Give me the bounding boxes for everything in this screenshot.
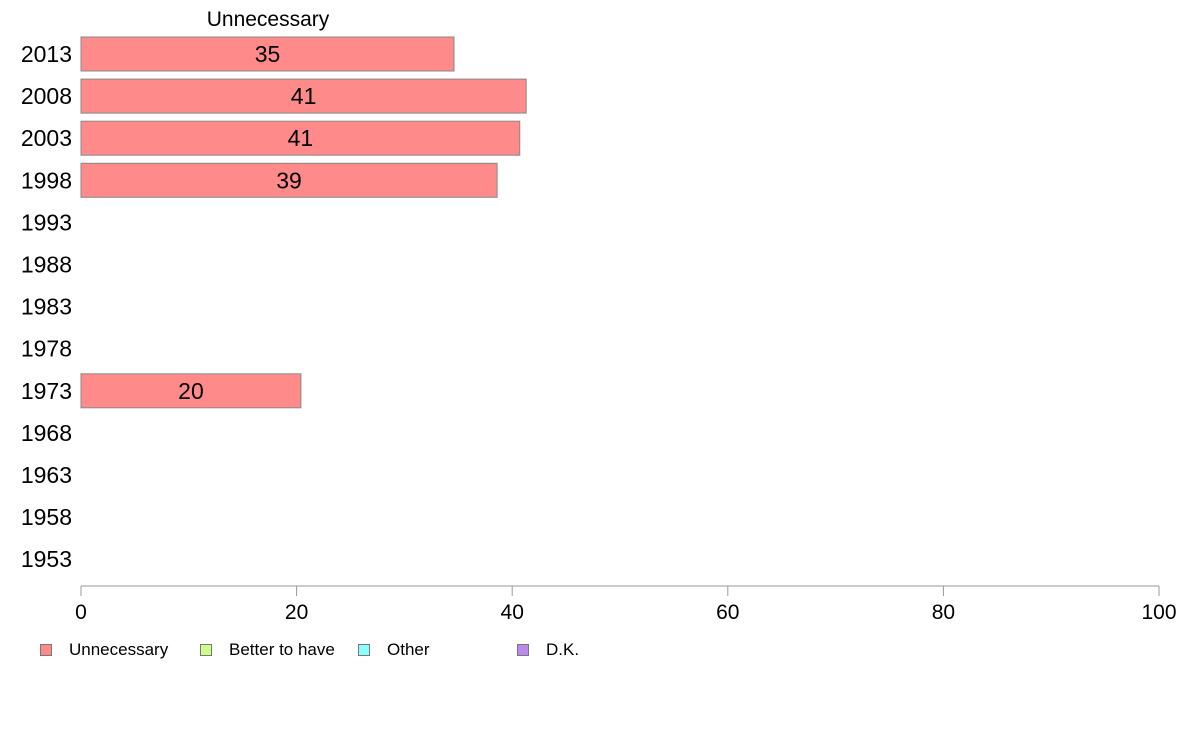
legend-label-unnecessary: Unnecessary [69, 640, 169, 659]
y-tick-label-1983: 1983 [21, 294, 72, 320]
y-tick-label-1968: 1968 [21, 420, 72, 446]
bar-labels: 35 41 41 39 20 [178, 41, 316, 404]
data-label-2013: 35 [255, 41, 281, 67]
x-axis: 0 20 40 60 80 100 [75, 585, 1177, 624]
y-tick-label-1958: 1958 [21, 504, 72, 530]
bar-chart: Unnecessary 2013 2008 2003 1998 1993 1988 1983… [21, 8, 1177, 624]
y-tick-label-1988: 1988 [21, 252, 72, 278]
legend-swatch-better-to-have [200, 644, 212, 656]
legend-item-unnecessary: Unnecessary [40, 640, 168, 660]
data-label-2003: 41 [288, 125, 314, 151]
y-tick-label-2008: 2008 [21, 83, 72, 109]
data-label-1973: 20 [178, 378, 204, 404]
y-tick-label-1998: 1998 [21, 167, 72, 193]
x-tick-label-0: 0 [75, 601, 87, 624]
y-tick-label-2003: 2003 [21, 125, 72, 151]
bar-1998 [80, 162, 498, 198]
x-tick-label-80: 80 [932, 601, 955, 624]
bar-2013 [80, 36, 455, 72]
x-tick-label-20: 20 [285, 601, 308, 624]
legend-label-dk: D.K. [546, 640, 580, 659]
data-label-2008: 41 [291, 83, 317, 109]
data-label-1998: 39 [276, 167, 302, 193]
legend-label-better-to-have: Better to have [229, 640, 335, 659]
y-axis-labels: 2013 2008 2003 1998 1993 1988 1983 1978 1973 1968… [21, 41, 72, 572]
chart-title: Unnecessary [207, 8, 330, 31]
legend-swatch-unnecessary [40, 644, 52, 656]
y-tick-label-1963: 1963 [21, 462, 72, 488]
bar-1973 [80, 373, 302, 409]
x-tick-label-40: 40 [501, 601, 524, 624]
legend-swatch-other [358, 644, 370, 656]
y-tick-label-1978: 1978 [21, 336, 72, 362]
bar-2008 [80, 78, 527, 114]
legend-label-other: Other [387, 640, 430, 659]
x-tick-label-100: 100 [1141, 601, 1176, 624]
y-tick-label-1993: 1993 [21, 209, 72, 235]
x-tick-label-60: 60 [716, 601, 739, 624]
bars [80, 36, 527, 409]
y-tick-label-1953: 1953 [21, 546, 72, 572]
bar-2003 [80, 120, 521, 156]
legend-item-better-to-have: Better to have [200, 640, 335, 660]
y-tick-label-2013: 2013 [21, 41, 72, 67]
legend-item-other: Other [358, 640, 430, 660]
legend-swatch-dk [517, 644, 529, 656]
legend-item-dk: D.K. [517, 640, 579, 660]
y-tick-label-1973: 1973 [21, 378, 72, 404]
